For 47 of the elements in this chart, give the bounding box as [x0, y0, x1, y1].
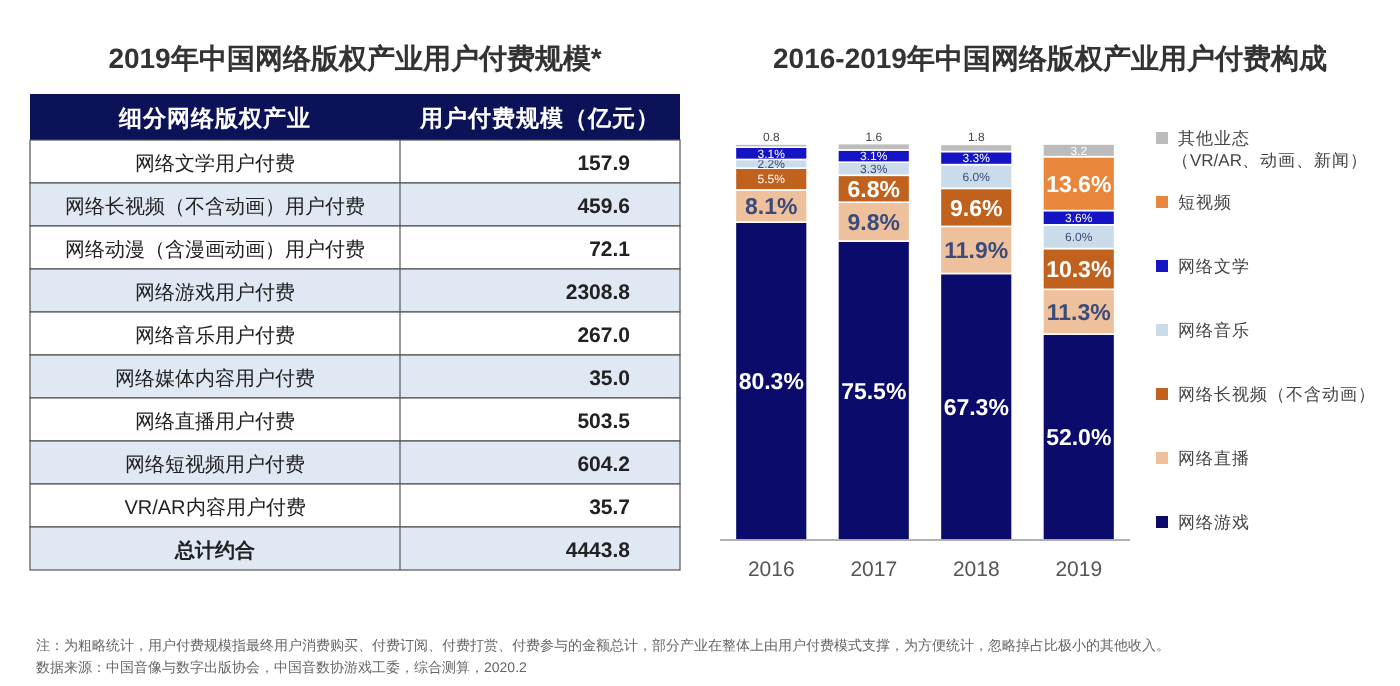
chart-title: 2016-2019年中国网络版权产业用户付费构成 — [773, 42, 1327, 74]
x-tick-label: 2016 — [747, 558, 795, 582]
legend-label: 网络音乐 — [1178, 320, 1250, 340]
data-label: 11.9% — [944, 240, 1009, 265]
data-label: 6.8% — [847, 179, 900, 204]
category-label: 网络游戏用户付费 — [135, 281, 295, 305]
data-label: 2308.8 — [565, 281, 631, 305]
x-tick-label: 2018 — [952, 558, 1000, 582]
legend-label: 其他业态（VR/AR、动画、新闻） — [1172, 128, 1368, 170]
data-label: 72.1 — [589, 238, 631, 262]
data-label: 267.0 — [577, 324, 631, 348]
text: 2019年中国网络版权产业用户付费规模* — [108, 42, 603, 74]
data-label: 8.1% — [745, 196, 798, 221]
legend-label: 网络直播 — [1178, 448, 1250, 468]
category-label: 网络长视频（不含动画）用户付费 — [65, 195, 365, 219]
legend-label: 网络文学 — [1178, 256, 1250, 276]
category-label: 网络文学用户付费 — [135, 152, 295, 176]
category-label: 网络短视频用户付费 — [125, 453, 305, 477]
data-label: 459.6 — [577, 195, 631, 219]
data-label: 35.7 — [589, 496, 631, 520]
data-label: 4443.8 — [565, 539, 631, 563]
text: 细分网络版权产业 — [117, 104, 311, 132]
data-label: 10.3% — [1046, 259, 1112, 284]
text: 网络游戏 — [1178, 512, 1250, 532]
data-label: 11.3% — [1046, 301, 1111, 326]
category-label: VR/AR内容用户付费 — [124, 496, 306, 520]
legend-label: 网络长视频（不含动画） — [1178, 384, 1376, 404]
legend-label: 短视频 — [1178, 192, 1232, 212]
category-label: 网络媒体内容用户付费 — [115, 367, 315, 391]
x-tick-label: 2017 — [850, 558, 898, 582]
data-label: 67.3% — [943, 396, 1009, 421]
category-label: 网络直播用户付费 — [135, 410, 295, 434]
data-label: 503.5 — [577, 410, 631, 434]
data-label: 52.0% — [1046, 427, 1112, 452]
data-label: 9.6% — [950, 197, 1003, 222]
data-label: 604.2 — [577, 453, 631, 477]
data-label: 157.9 — [577, 152, 631, 176]
data-label: 75.5% — [841, 380, 907, 405]
text: 用户付费规模（亿元） — [418, 104, 660, 132]
category-label: 总计约合 — [173, 539, 257, 563]
category-label: 网络动漫（含漫画动画）用户付费 — [65, 238, 365, 262]
data-label: 9.8% — [847, 211, 900, 236]
data-label: 80.3% — [738, 371, 804, 396]
data-label: 35.0 — [589, 367, 631, 391]
x-tick-label: 2019 — [1055, 558, 1103, 582]
category-label: 网络音乐用户付费 — [135, 324, 295, 348]
data-label: 13.6% — [1046, 173, 1112, 198]
